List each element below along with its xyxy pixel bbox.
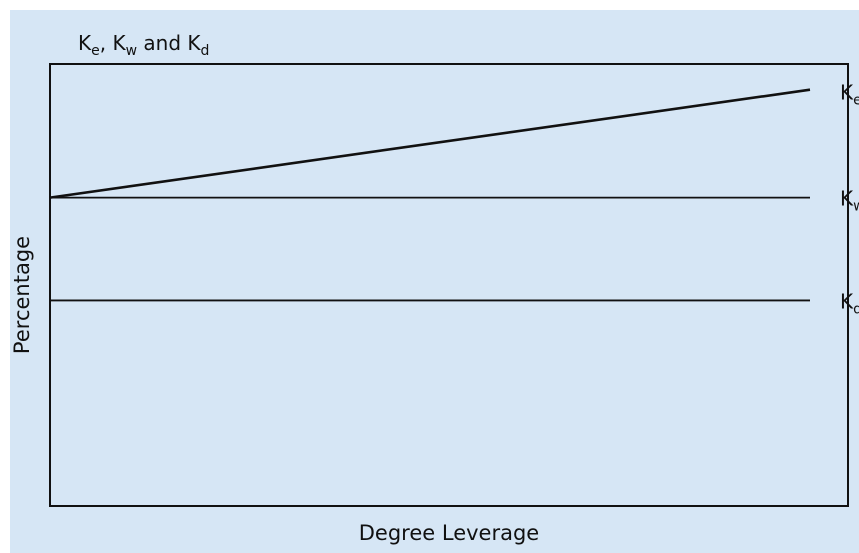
plot-frame bbox=[49, 63, 849, 507]
chart-title: Ke​, Kw​ and Kd​ bbox=[78, 31, 209, 59]
series-line-k-e bbox=[49, 88, 811, 199]
series-label-k-w: Kw bbox=[840, 187, 859, 215]
series-layer: Ke Kw Kd bbox=[49, 81, 859, 317]
series-label-k-e: Ke bbox=[840, 81, 859, 109]
y-axis-label: Percentage bbox=[10, 236, 34, 354]
x-axis-label: Degree Leverage bbox=[359, 521, 539, 545]
series-label-k-d: Kd bbox=[840, 289, 859, 317]
